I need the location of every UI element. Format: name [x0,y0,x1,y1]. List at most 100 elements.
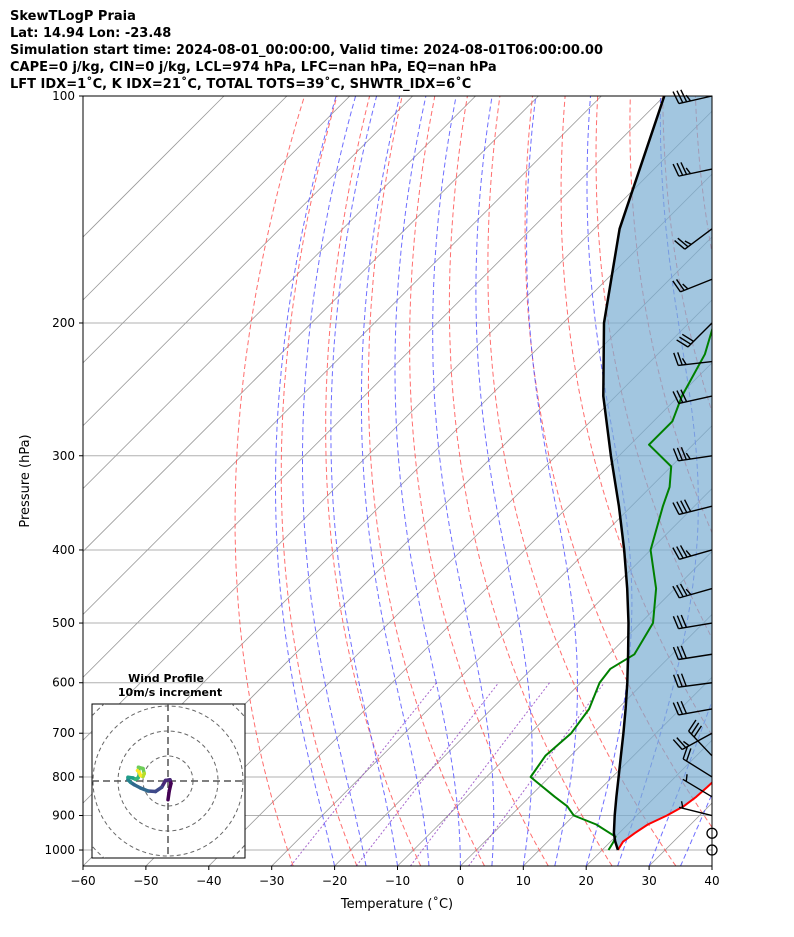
hodograph-segment [135,768,141,774]
barb-flag [693,725,703,738]
wind-barb [706,844,718,856]
barb-flag [680,389,688,402]
dry-adiabat [234,96,305,866]
chart-title-block: SkewTLogP Praia Lat: 14.94 Lon: -23.48 S… [10,8,603,93]
hodograph-plot [92,704,245,858]
barb-staff [678,505,713,516]
x-tick-label: 40 [704,874,719,888]
wind-barb [706,827,718,839]
wind-barb [672,89,713,105]
isotherm-gridline [460,613,712,866]
barb-staff [680,278,713,293]
isotherm-gridline [83,96,539,553]
y-tick-label: 300 [52,449,75,463]
barb-flag [680,801,684,809]
barb-flag [677,352,683,366]
hodograph-subtitle: 10m/s increment [118,686,222,699]
calm-wind-circle [706,827,718,839]
wind-barb [687,719,713,757]
barb-flag [685,748,692,762]
isotherm-gridline [83,96,288,301]
barb-flag [679,336,692,345]
y-tick-label: 200 [52,316,75,330]
barb-staff [678,360,713,367]
y-tick-label: 600 [52,676,75,690]
dry-adiabat [728,96,794,866]
barb-flag [676,701,684,715]
barb-flag [676,673,683,687]
barb-flag [680,162,688,175]
y-tick-label: 700 [52,726,75,740]
isotherm-gridline [83,110,712,741]
mixing-ratio-line [409,682,550,866]
wind-barb [672,499,713,516]
barb-flag [672,674,679,688]
barb-flag [672,702,680,716]
barb-flag [672,585,680,599]
temperature-profile-line [617,781,712,851]
barb-staff [678,622,713,630]
y-tick-label: 800 [52,770,75,784]
barb-flag [685,774,688,782]
wind-barb [678,801,713,817]
wind-barb [682,746,713,778]
moist-adiabat [711,864,712,866]
barb-flag [676,447,683,461]
isotherm-gridline [271,425,712,866]
barb-flag [680,673,687,687]
profile-lines [529,96,712,851]
dry-adiabat [761,96,794,866]
calm-wind-circle [706,844,718,856]
wind-barb [672,614,713,630]
moist-adiabat [302,96,367,866]
barb-flag [683,740,690,747]
moist-adiabat [275,96,337,866]
y-tick-label: 900 [52,809,75,823]
isotherm-gridline [775,96,794,866]
moist-adiabat [744,96,794,866]
moist-adiabat [432,96,495,866]
barb-staff [682,778,713,798]
x-axis-label: Temperature (˚C) [340,896,453,912]
x-tick-label: −40 [196,874,221,888]
moist-adiabat [330,96,398,866]
wind-barb [672,645,713,661]
barb-flag [676,90,684,103]
isotherm-gridline [83,96,225,238]
isotherm-gridline [83,96,665,678]
barb-flag [685,550,692,557]
x-tick-label: −10 [385,874,410,888]
barb-flag [676,501,684,514]
barb-flag [675,279,685,291]
x-tick-label: 10 [516,874,531,888]
barb-staff [679,587,713,599]
wind-barb [672,700,713,716]
barb-flag [685,588,692,596]
mixing-ratio-line [290,682,437,866]
barb-staff [679,549,713,560]
barb-flag [685,167,692,175]
x-tick-label: 0 [457,874,465,888]
isotherm-gridline [145,299,712,866]
dry-adiabat [367,96,485,866]
title-indices-stability: LFT IDX=1˚C, K IDX=21˚C, TOTAL TOTS=39˚C… [10,77,472,92]
barb-staff [678,653,713,661]
barb-flag [682,283,689,290]
barb-staff [681,732,713,751]
barb-flag [685,452,691,460]
barb-flag [680,614,688,628]
barb-flag [672,163,680,177]
barb-staff [682,758,713,778]
moist-adiabat [394,96,461,866]
dry-adiabat [325,96,422,866]
barb-flag [672,448,680,462]
barb-staff [678,395,713,405]
barb-flag [676,615,684,629]
dry-adiabat [409,96,549,866]
barb-flag [680,446,687,460]
isotherm-gridline [83,96,351,364]
dry-adiabat [448,96,613,866]
x-tick-label: −50 [133,874,158,888]
barb-flag [680,700,688,714]
wind-barb [672,545,713,560]
